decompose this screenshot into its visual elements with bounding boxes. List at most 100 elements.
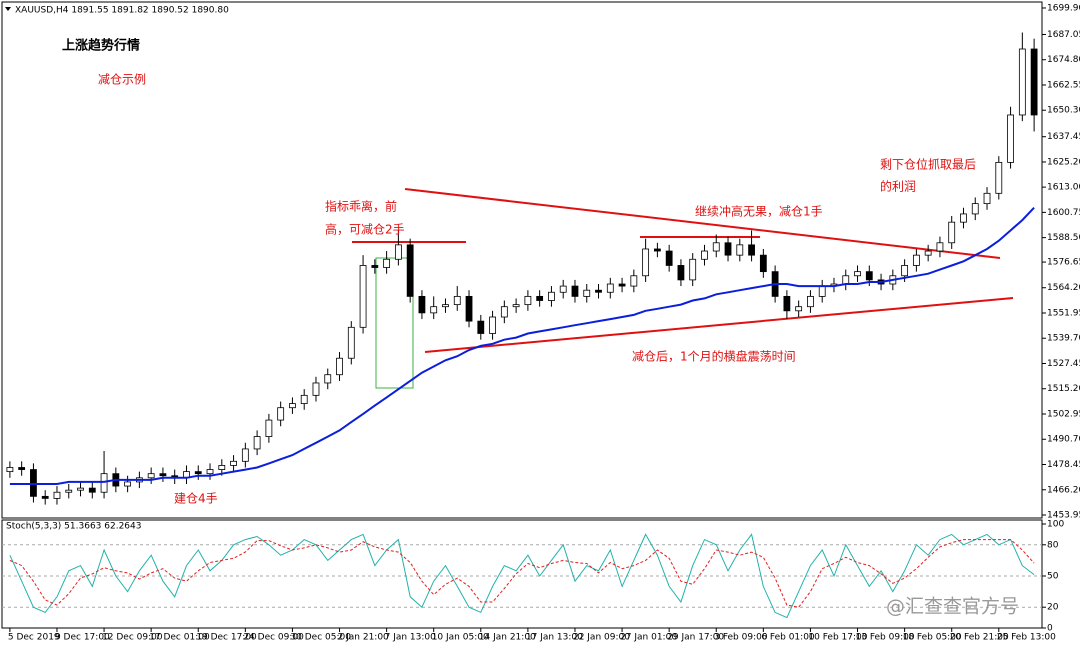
y-tick-label: 1539.70 <box>1047 334 1080 344</box>
x-tick-label: 19 Dec 17:00 <box>196 633 257 643</box>
y-tick-label: 20 <box>1047 603 1059 613</box>
candle-body <box>406 244 414 297</box>
candle-body <box>912 254 920 266</box>
trend-lines <box>352 188 1014 353</box>
y-tick-label: 1588.50 <box>1047 233 1080 243</box>
candle-body <box>948 221 956 244</box>
x-tick-label: 22 Jan 09:00 <box>573 633 630 643</box>
candle-body <box>618 283 626 287</box>
candle-body <box>312 382 320 396</box>
candle-body <box>53 491 61 499</box>
y-tick-label: 1564.20 <box>1047 283 1080 293</box>
candle-body <box>336 357 343 376</box>
stoch-line <box>9 539 1035 608</box>
x-tick-label: 29 Jan 17:00 <box>667 633 724 643</box>
candle-body <box>124 481 132 487</box>
candle-body <box>548 291 555 301</box>
x-tick-label: 3 Feb 09:00 <box>714 633 768 643</box>
candle-body <box>595 289 602 293</box>
candle-body <box>1030 48 1038 116</box>
candle-body <box>442 304 449 308</box>
candle-body <box>347 326 355 359</box>
candle-body <box>653 248 661 252</box>
candle-body <box>18 467 26 470</box>
candle-body <box>324 374 332 384</box>
candle-body <box>701 250 708 260</box>
candle-body <box>901 265 909 277</box>
candle-body <box>630 275 638 287</box>
main-panel <box>1 1 1043 519</box>
candle-body <box>842 275 850 285</box>
candle-body <box>983 192 991 205</box>
candle-body <box>88 487 96 493</box>
candle-body <box>559 285 567 293</box>
x-tick-label: 18 Feb 05:00 <box>903 633 962 643</box>
y-tick-label: 1600.75 <box>1047 208 1080 218</box>
y-tick-label: 1502.95 <box>1047 409 1080 419</box>
x-tick-label: 12 Dec 09:00 <box>102 633 163 643</box>
y-tick-label: 1551.95 <box>1047 308 1080 318</box>
y-tick-label: 1662.55 <box>1047 80 1080 90</box>
x-tick-label: 13 Feb 09:00 <box>856 633 915 643</box>
y-tick-label: 1650.30 <box>1047 106 1080 116</box>
candle-body <box>512 304 520 308</box>
annotation: 指标乖离，前 <box>325 199 397 214</box>
candle-body <box>583 289 591 297</box>
candle-body <box>159 473 167 477</box>
stoch-line <box>9 533 1035 619</box>
candle-body <box>430 306 438 314</box>
candle-body <box>995 161 1003 194</box>
candle-body <box>865 271 873 281</box>
x-tick-label: 17 Jan 13:00 <box>526 633 583 643</box>
annotation: 高，可减仓2手 <box>325 222 405 237</box>
candle-body <box>41 495 49 499</box>
y-tick-label: 1490.70 <box>1047 435 1080 445</box>
candle-body <box>807 295 814 308</box>
x-tick-label: 7 Jan 13:00 <box>385 633 437 643</box>
annotation: 减仓后，1个月的横盘震荡时间 <box>632 349 796 364</box>
x-tick-label: 10 Jan 05:00 <box>432 633 489 643</box>
candle-body <box>1018 48 1026 116</box>
y-tick-label: 1576.65 <box>1047 258 1080 268</box>
y-tick-label: 1515.20 <box>1047 384 1080 394</box>
y-tick-label: 1687.05 <box>1047 30 1080 40</box>
candle-body <box>960 213 967 223</box>
candle-body <box>1007 114 1014 163</box>
menu-arrow <box>5 7 11 11</box>
candle-body <box>241 448 249 462</box>
candle-body <box>971 203 979 215</box>
moving-average <box>9 207 1035 485</box>
candle-body <box>194 471 202 475</box>
candle-body <box>453 295 461 306</box>
x-tick-label: 2 Jan 21:00 <box>338 633 390 643</box>
y-tick-label: 1613.00 <box>1047 183 1080 193</box>
candle-body <box>500 306 508 318</box>
candle-body <box>795 306 803 312</box>
plot-area: 1699.90 1687.05 1674.80 1662.55 1650.30 1637.… <box>2 3 1080 643</box>
candle-body <box>277 407 285 421</box>
candle-body <box>100 473 108 493</box>
candle-body <box>253 436 261 450</box>
candle-body <box>748 244 755 256</box>
candle-body <box>689 258 697 281</box>
candle-body <box>642 248 650 277</box>
annotation: 继续冲高无果，减仓1手 <box>695 204 823 219</box>
x-tick-label: 30 Dec 05:00 <box>290 633 351 643</box>
annotation: 建仓4手 <box>174 492 218 506</box>
y-tick-label: 1478.45 <box>1047 460 1080 470</box>
candle-body <box>818 285 826 297</box>
x-tick-label: 14 Jan 21:00 <box>479 633 536 643</box>
candle-body <box>230 460 237 466</box>
candle-body <box>394 244 402 260</box>
candle-body <box>677 265 685 281</box>
x-tick-label: 9 Dec 17:00 <box>55 633 110 643</box>
upper-trend-line <box>404 188 1001 259</box>
candle-body <box>924 250 932 256</box>
candle-body <box>936 242 944 252</box>
y-tick-label: 80 <box>1047 540 1059 550</box>
x-tick-label: 24 Dec 09:00 <box>243 633 304 643</box>
candle-body <box>854 271 861 277</box>
candle-body <box>218 465 226 470</box>
y-tick-label: 1625.20 <box>1047 157 1080 167</box>
